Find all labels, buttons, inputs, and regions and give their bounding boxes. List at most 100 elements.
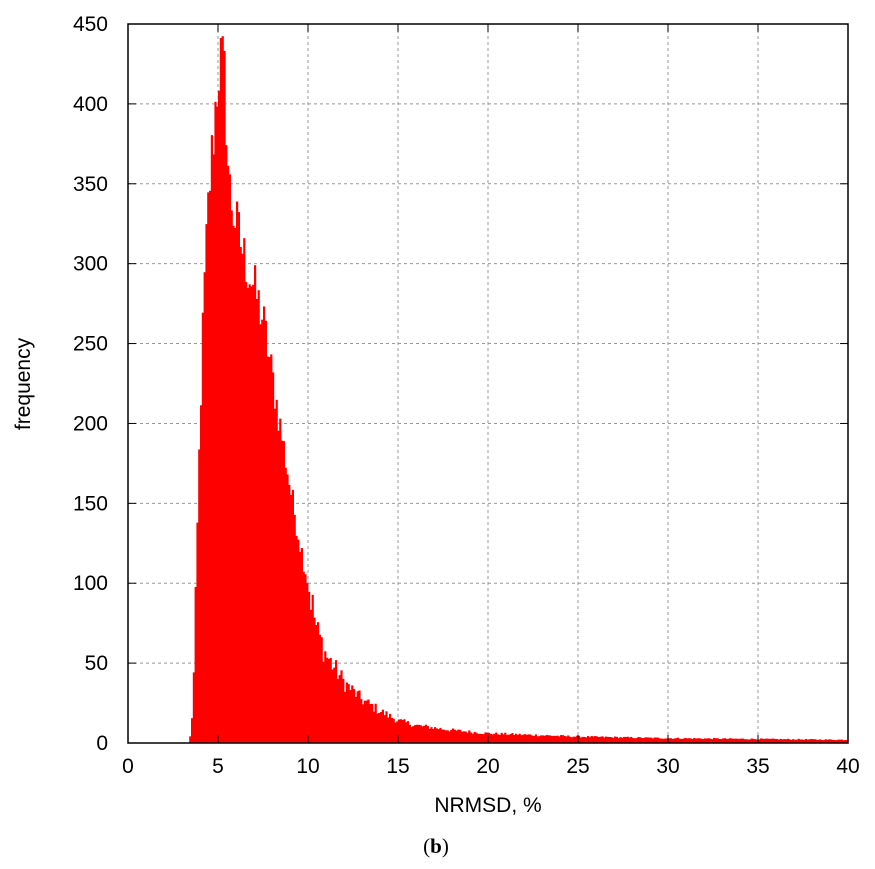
histogram-bar <box>659 738 662 743</box>
histogram-bar <box>644 737 647 743</box>
histogram-bar <box>417 724 420 743</box>
histogram-bar <box>615 736 618 743</box>
histogram-bar <box>704 738 707 743</box>
histogram-bar <box>590 736 593 743</box>
histogram-bar <box>815 739 818 743</box>
histogram-bar <box>542 735 545 743</box>
histogram-bar <box>666 738 669 743</box>
histogram-bar <box>621 737 624 743</box>
axis-ticks <box>127 23 849 744</box>
histogram-bar <box>344 691 347 743</box>
histogram-bar <box>356 691 359 743</box>
histogram-bar <box>830 739 833 743</box>
histogram-bar <box>826 739 829 743</box>
histogram-bar <box>565 736 568 743</box>
histogram-bar <box>605 736 608 743</box>
histogram-bar <box>380 711 383 743</box>
histogram-bar <box>723 738 726 743</box>
histogram-bar <box>484 732 487 743</box>
histogram-bar <box>354 696 357 743</box>
histogram-bar <box>327 658 330 743</box>
histogram-bar <box>668 738 671 743</box>
histogram-bar <box>714 738 717 743</box>
histogram-bar <box>842 740 845 743</box>
histogram-bar <box>777 739 780 743</box>
histogram-bar <box>839 739 842 743</box>
histogram-bar <box>434 727 437 743</box>
histogram-bar <box>641 738 644 743</box>
histogram-bar <box>358 690 361 743</box>
x-tick-label: 30 <box>656 755 679 778</box>
histogram-bar <box>475 732 478 743</box>
histogram-bar <box>284 467 287 743</box>
histogram-bar <box>295 535 298 743</box>
histogram-bar <box>482 734 485 743</box>
histogram-bar <box>349 690 352 743</box>
histogram-bar <box>740 738 743 743</box>
histogram-bar <box>459 729 462 743</box>
histogram-bar <box>543 735 546 743</box>
histogram-bar <box>673 738 676 743</box>
histogram-bar <box>498 734 501 743</box>
histogram-bar <box>788 739 791 743</box>
histogram-bar <box>801 739 804 743</box>
histogram-bar <box>792 739 795 743</box>
histogram-bar <box>223 50 226 744</box>
histogram-bar <box>216 106 219 744</box>
histogram-bar <box>603 737 606 743</box>
y-tick-label: 150 <box>73 492 108 515</box>
histogram-bar <box>246 288 249 743</box>
histogram-bar <box>518 733 521 743</box>
histogram-bar <box>232 225 235 743</box>
histogram-bar <box>837 739 840 743</box>
histogram-bar <box>423 725 426 743</box>
histogram-bar <box>239 246 242 743</box>
histogram-bar <box>558 736 561 743</box>
histogram-bar <box>534 734 537 743</box>
histogram-bar <box>617 738 620 743</box>
histogram-bar <box>254 265 257 743</box>
histogram-bar <box>700 738 703 743</box>
histogram-bar <box>671 738 674 743</box>
histogram-bar <box>655 737 658 743</box>
histogram-bar <box>768 738 771 743</box>
histogram-bar <box>786 738 789 743</box>
histogram-bar <box>497 734 500 743</box>
histogram-bar <box>803 739 806 743</box>
histogram-bar <box>806 739 809 743</box>
histogram-bar <box>525 734 528 743</box>
histogram-bar <box>464 731 467 743</box>
histogram-bar <box>623 736 626 743</box>
histogram-bar <box>660 738 663 743</box>
histogram-bar <box>201 312 204 743</box>
histogram-bar <box>259 324 262 743</box>
histogram-bar <box>408 724 411 743</box>
histogram-bar <box>612 737 615 743</box>
histogram-bar <box>495 732 498 743</box>
histogram-bar <box>471 733 474 743</box>
histogram-bar <box>461 731 464 743</box>
histogram-bar <box>257 290 260 743</box>
histogram-bar <box>207 192 210 743</box>
histogram-bar <box>362 704 365 743</box>
histogram-bar <box>430 727 433 743</box>
histogram-bar <box>750 738 753 743</box>
histogram-bar <box>511 733 514 743</box>
histogram-bar <box>626 736 629 743</box>
histogram-bar <box>732 738 735 743</box>
histogram-bar <box>759 738 762 743</box>
histogram-bar <box>212 154 215 743</box>
histogram-bar <box>749 739 752 743</box>
histogram-bar <box>308 591 311 743</box>
histogram-bar <box>275 399 278 743</box>
histogram-bar <box>468 730 471 743</box>
histogram-bar <box>457 729 460 743</box>
histogram-bar <box>225 145 228 743</box>
histogram-bar <box>628 737 631 743</box>
histogram-bar <box>390 717 393 743</box>
histogram-bar <box>662 738 665 743</box>
histogram-bar <box>252 284 255 743</box>
x-tick-label: 10 <box>296 755 319 778</box>
histogram-bar <box>227 165 230 744</box>
histogram-bar <box>272 372 275 743</box>
